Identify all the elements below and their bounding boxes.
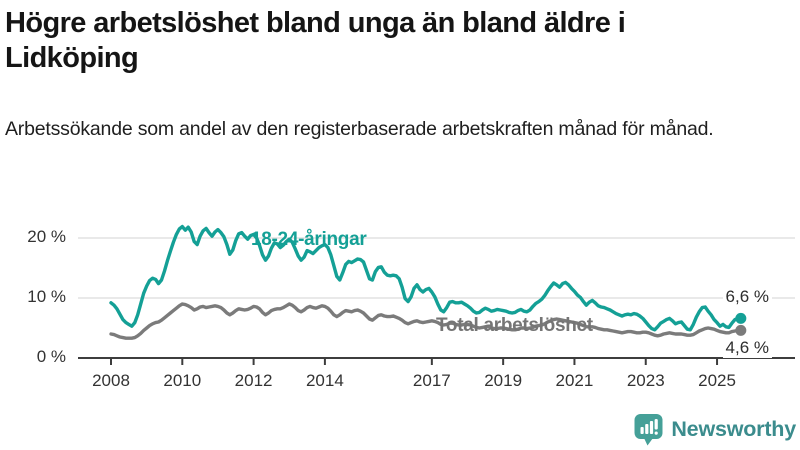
page-title: Högre arbetslöshet bland unga än bland ä… [5, 6, 797, 76]
logo-bubble [634, 414, 663, 439]
series-line-total [109, 302, 743, 340]
series-label-young: 18-24-åringar [251, 229, 367, 250]
newsworthy-logo-icon [634, 414, 663, 446]
logo-bubble-tail [644, 438, 654, 446]
series-line-young [109, 224, 743, 332]
logo-bar-chart-icon [640, 419, 659, 435]
brand-name: Newsworthy [671, 416, 796, 441]
page-title-line2: Lidköping [5, 42, 139, 74]
chart-subtitle: Arbetssökande som andel av den registerb… [5, 118, 714, 140]
end-value-total: 4,6 % [722, 338, 772, 358]
page-title-line1: Högre arbetslöshet bland unga än bland ä… [5, 7, 626, 39]
newsworthy-logo: Newsworthy [633, 411, 796, 447]
series-label-total: Total arbetslöshet [436, 315, 593, 336]
series-end-dot-young [735, 312, 747, 324]
series-end-dot-total [735, 324, 747, 336]
end-value-young: 6,6 % [722, 287, 772, 307]
